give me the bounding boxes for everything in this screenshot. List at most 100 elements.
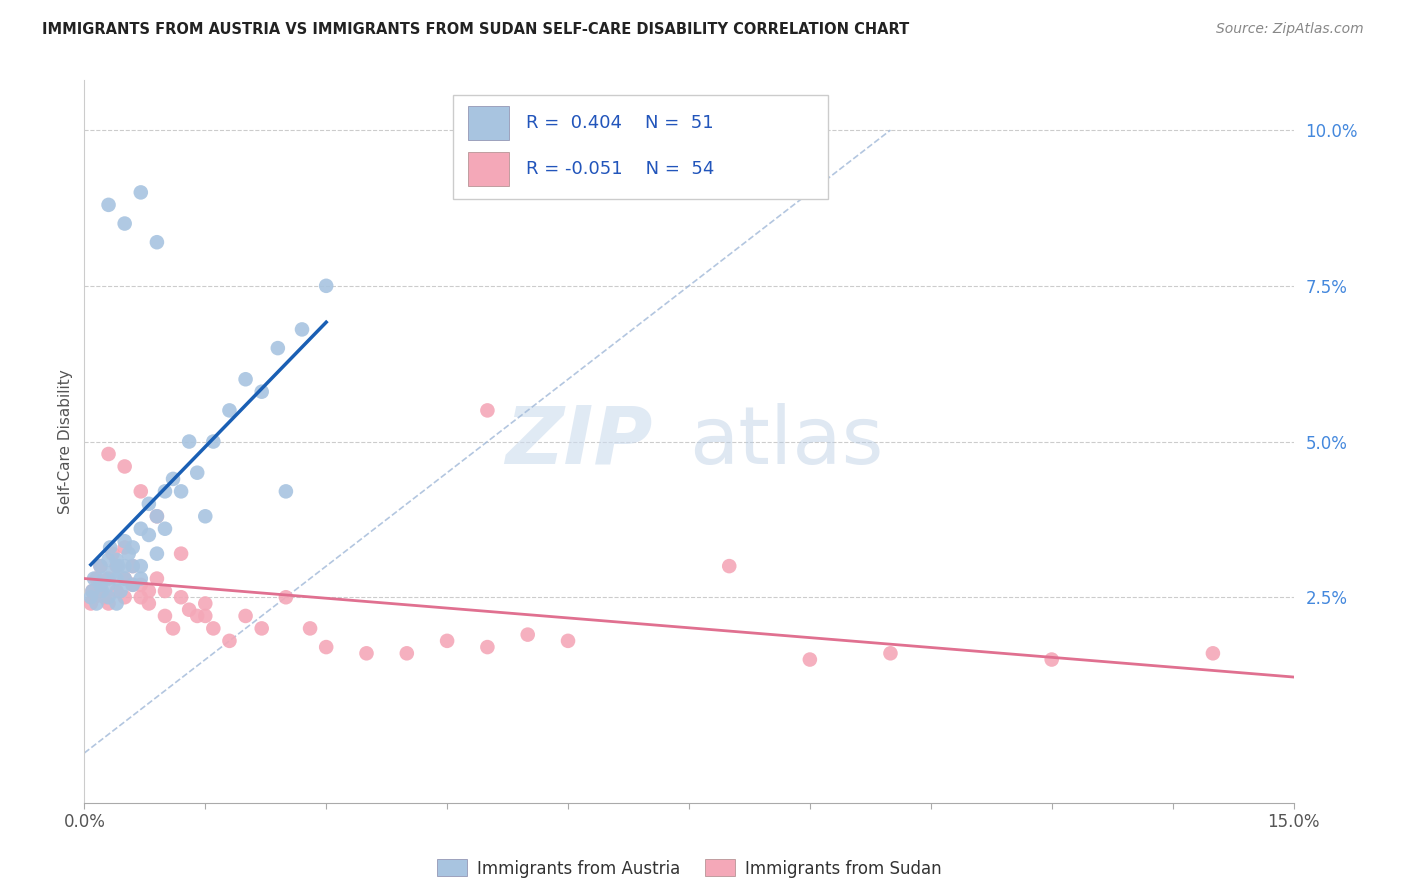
Text: atlas: atlas: [689, 402, 883, 481]
Point: [250, 621, 273, 635]
Point: [395, 646, 418, 660]
Point: [299, 621, 322, 635]
Point: [110, 584, 132, 599]
Point: [218, 403, 240, 417]
Point: [121, 578, 143, 592]
Point: [97, 553, 120, 567]
Point: [80, 591, 103, 605]
Point: [114, 459, 136, 474]
Point: [1202, 646, 1225, 660]
Point: [146, 547, 169, 561]
Point: [250, 384, 273, 399]
Point: [129, 186, 152, 200]
Point: [718, 559, 741, 574]
Point: [114, 572, 136, 586]
Point: [170, 547, 193, 561]
Point: [516, 627, 538, 641]
Point: [235, 609, 257, 624]
Point: [121, 559, 143, 574]
Point: [97, 198, 120, 212]
Point: [105, 553, 128, 567]
Point: [83, 572, 105, 586]
Point: [121, 559, 143, 574]
Point: [129, 591, 152, 605]
Point: [97, 447, 120, 461]
Text: IMMIGRANTS FROM AUSTRIA VS IMMIGRANTS FROM SUDAN SELF-CARE DISABILITY CORRELATIO: IMMIGRANTS FROM AUSTRIA VS IMMIGRANTS FR…: [42, 22, 910, 37]
Point: [153, 484, 176, 499]
Point: [356, 646, 378, 660]
Point: [93, 572, 115, 586]
Point: [105, 584, 128, 599]
Point: [129, 522, 152, 536]
Point: [89, 584, 111, 599]
Point: [138, 528, 160, 542]
Point: [477, 403, 499, 417]
Text: R =  0.404    N =  51: R = 0.404 N = 51: [526, 114, 713, 132]
Point: [82, 584, 104, 599]
Text: ZIP: ZIP: [505, 402, 652, 481]
Point: [179, 434, 201, 449]
Point: [114, 541, 136, 555]
Bar: [468, 105, 509, 140]
Point: [162, 472, 184, 486]
Point: [194, 597, 217, 611]
Point: [83, 591, 105, 605]
Point: [114, 572, 136, 586]
Point: [114, 559, 136, 574]
Point: [97, 572, 120, 586]
Point: [477, 640, 499, 654]
Point: [202, 621, 225, 635]
Point: [202, 434, 225, 449]
Point: [80, 597, 103, 611]
Point: [121, 541, 143, 555]
Point: [267, 341, 290, 355]
Point: [129, 559, 152, 574]
Point: [101, 547, 124, 561]
Point: [146, 509, 169, 524]
Point: [114, 534, 136, 549]
Point: [170, 591, 193, 605]
Point: [138, 497, 160, 511]
Point: [101, 566, 124, 580]
Point: [146, 509, 169, 524]
Point: [162, 621, 184, 635]
Point: [1040, 652, 1063, 666]
Legend: Immigrants from Austria, Immigrants from Sudan: Immigrants from Austria, Immigrants from…: [436, 859, 942, 878]
Point: [186, 609, 208, 624]
Point: [105, 572, 128, 586]
Point: [89, 559, 111, 574]
Point: [436, 633, 458, 648]
Point: [274, 591, 297, 605]
Point: [194, 509, 217, 524]
Point: [315, 278, 337, 293]
Point: [118, 547, 141, 561]
Point: [138, 597, 160, 611]
Point: [89, 578, 111, 592]
Point: [98, 541, 121, 555]
Point: [153, 609, 176, 624]
Point: [114, 591, 136, 605]
Point: [97, 578, 120, 592]
Point: [194, 609, 217, 624]
Point: [170, 484, 193, 499]
Text: Source: ZipAtlas.com: Source: ZipAtlas.com: [1216, 22, 1364, 37]
Point: [291, 322, 314, 336]
Point: [97, 591, 120, 605]
Point: [86, 597, 108, 611]
Point: [218, 633, 240, 648]
Point: [153, 522, 176, 536]
Text: R = -0.051    N =  54: R = -0.051 N = 54: [526, 161, 714, 178]
Point: [315, 640, 337, 654]
Point: [114, 217, 136, 231]
Point: [82, 584, 104, 599]
Point: [129, 578, 152, 592]
Point: [146, 572, 169, 586]
Point: [129, 572, 152, 586]
Y-axis label: Self-Care Disability: Self-Care Disability: [58, 369, 73, 514]
Point: [153, 584, 176, 599]
Point: [86, 572, 108, 586]
Point: [274, 484, 297, 499]
Point: [89, 559, 111, 574]
Point: [235, 372, 257, 386]
Point: [93, 591, 115, 605]
